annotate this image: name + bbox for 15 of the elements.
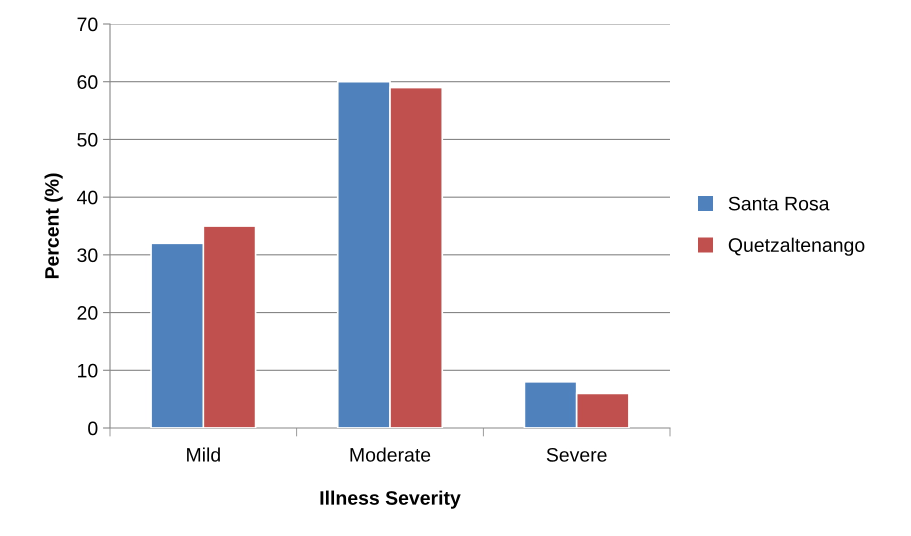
x-axis-title: Illness Severity xyxy=(320,490,461,509)
y-tick-label: 40 xyxy=(77,190,98,204)
y-tick-label: 30 xyxy=(77,248,98,262)
y-tick-label: 70 xyxy=(78,17,98,32)
y-tick-label: 0 xyxy=(88,421,98,436)
y-axis-title: Percent (%) xyxy=(44,173,63,278)
y-tick-label: 10 xyxy=(78,364,98,378)
x-tick-label: Mild xyxy=(187,447,220,462)
y-tick-label: 60 xyxy=(78,75,98,89)
x-tick-label: Moderate xyxy=(350,447,430,462)
y-tick-label: 50 xyxy=(77,132,98,147)
x-tick-label: Severe xyxy=(546,448,607,462)
legend-label: Quetzaltenango xyxy=(728,238,864,256)
legend-label: Santa Rosa xyxy=(728,196,830,210)
y-tick-label: 20 xyxy=(78,306,98,320)
